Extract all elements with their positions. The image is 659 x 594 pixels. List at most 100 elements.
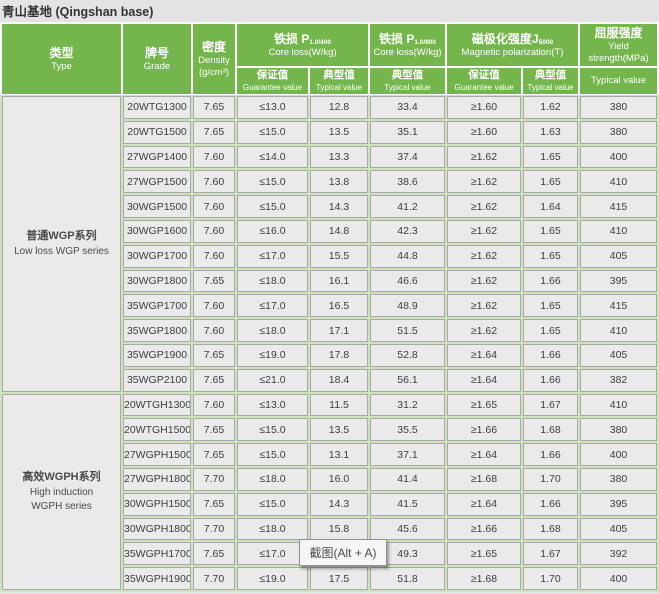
table-row: 30WGPH1800 7.70 ≤18.0 15.8 45.6 ≥1.66 1.68 405 <box>2 517 657 541</box>
typical-800-en: Typical value <box>384 82 431 92</box>
guarantee-j-cell: ≥1.60 <box>447 120 521 144</box>
guarantee-400-zh: 保证值 <box>256 69 289 82</box>
density-cell: 7.65 <box>193 368 235 392</box>
screenshot-tooltip: 截图(Alt + A) <box>299 539 387 566</box>
header-grade-en: Grade <box>143 60 171 72</box>
typical-800-cell: 49.3 <box>370 542 445 566</box>
typical-j-cell: 1.65 <box>523 219 578 243</box>
typical-800-cell: 52.8 <box>370 343 445 367</box>
typical-400-zh: 典型值 <box>323 69 355 82</box>
grade-cell: 20WTG1500 <box>123 120 191 144</box>
grade-cell: 30WGP1800 <box>123 269 191 293</box>
grade-cell: 35WGP1900 <box>123 343 191 367</box>
typical-j-cell: 1.65 <box>523 294 578 318</box>
guarantee-400-cell: ≤16.0 <box>237 219 308 243</box>
guarantee-j-cell: ≥1.62 <box>447 294 521 318</box>
magnetic-polarization-subscript: 5000 <box>538 38 554 46</box>
grade-cell: 27WGPH1800 <box>123 467 191 491</box>
core-loss-800-zh: 铁损 <box>378 31 403 46</box>
typical-400-en: Typical value <box>315 82 363 92</box>
guarantee-400-en: Guarantee value <box>242 82 303 92</box>
yield-mpa-cell: 392 <box>580 542 657 566</box>
yield-mpa-cell: 410 <box>580 319 657 342</box>
guarantee-400-cell: ≤18.0 <box>237 517 308 541</box>
magnetic-polarization-symbol: J <box>531 31 539 46</box>
type-group-cell: 普通WGP系列 Low loss WGP series <box>2 96 121 392</box>
density-cell: 7.60 <box>193 219 235 243</box>
typical-800-cell: 38.6 <box>370 170 445 194</box>
table-row: 普通WGP系列 Low loss WGP series 20WTG1300 7.65 ≤… <box>2 96 657 392</box>
yield-strength-zh: 屈服强度 <box>594 26 643 41</box>
yield-mpa-cell: 400 <box>580 567 657 590</box>
grade-cell: 30WGP1700 <box>123 244 191 268</box>
typical-800-cell: 41.4 <box>370 467 445 491</box>
guarantee-400-cell: ≤15.0 <box>237 195 308 218</box>
type-group-zh: 普通WGP系列 <box>26 230 97 243</box>
typical-400-cell: 12.8 <box>310 96 368 119</box>
typical-400-cell: 13.8 <box>310 170 368 194</box>
guarantee-j-cell: ≥1.65 <box>447 542 521 566</box>
typical-400-cell: 17.5 <box>310 567 368 590</box>
grade-cell: 20WTGH1300 <box>123 393 191 417</box>
density-cell: 7.60 <box>193 170 235 194</box>
table-row: 30WGPH1500 7.65 ≤15.0 14.3 41.5 ≥1.64 1.66 395 <box>2 492 657 516</box>
yield-mpa-cell: 405 <box>580 244 657 268</box>
guarantee-400-cell: ≤15.0 <box>237 120 308 144</box>
yield-mpa-cell: 395 <box>580 492 657 516</box>
density-cell: 7.60 <box>193 319 235 342</box>
typical-800-cell: 37.1 <box>370 443 445 466</box>
type-group-en: High induction <box>29 487 94 499</box>
density-cell: 7.65 <box>193 269 235 293</box>
grade-cell: 35WGPH1900 <box>123 567 191 590</box>
subheader-typical-j: 典型值 Typical value <box>523 68 578 94</box>
density-cell: 7.60 <box>193 195 235 218</box>
guarantee-j-cell: ≥1.62 <box>447 269 521 293</box>
guarantee-j-cell: ≥1.64 <box>447 368 521 392</box>
density-cell: 7.65 <box>193 443 235 466</box>
guarantee-j-cell: ≥1.64 <box>447 492 521 516</box>
table-row: 30WGP1500 7.60 ≤15.0 14.3 41.2 ≥1.62 1.64 415 <box>2 195 657 218</box>
density-cell: 7.65 <box>193 120 235 144</box>
core-loss-800-symbol: P <box>406 31 415 46</box>
yield-mpa-cell: 410 <box>580 170 657 194</box>
yield-mpa-cell: 380 <box>580 418 657 442</box>
header-cell-grade: 牌号 Grade <box>123 24 191 94</box>
type-group-zh: 高效WGPH系列 <box>22 471 101 484</box>
header-cell-yield-strength: 屈服强度 Yield strength(MPa) <box>580 24 657 66</box>
guarantee-400-cell: ≤15.0 <box>237 443 308 466</box>
density-cell: 7.70 <box>193 567 235 590</box>
yield-mpa-cell: 380 <box>580 96 657 119</box>
guarantee-j-cell: ≥1.62 <box>447 244 521 268</box>
typical-800-cell: 45.6 <box>370 517 445 541</box>
density-cell: 7.65 <box>193 492 235 516</box>
density-cell: 7.60 <box>193 244 235 268</box>
guarantee-j-cell: ≥1.65 <box>447 393 521 417</box>
typical-400-cell: 14.3 <box>310 492 368 516</box>
guarantee-400-cell: ≤21.0 <box>237 368 308 392</box>
typical-400-cell: 14.3 <box>310 195 368 218</box>
guarantee-j-cell: ≥1.66 <box>447 418 521 442</box>
guarantee-j-cell: ≥1.66 <box>447 517 521 541</box>
typical-800-cell: 42.3 <box>370 219 445 243</box>
typical-j-cell: 1.62 <box>523 96 578 119</box>
yield-strength-en1: Yield <box>608 41 629 53</box>
typical-400-cell: 17.8 <box>310 343 368 367</box>
guarantee-j-cell: ≥1.68 <box>447 467 521 491</box>
yield-mpa-cell: 400 <box>580 443 657 466</box>
table-row: 35WGP1800 7.60 ≤18.0 17.1 51.5 ≥1.62 1.65 410 <box>2 319 657 342</box>
typical-j-cell: 1.63 <box>523 120 578 144</box>
subheader-yield-typical: Typical value <box>580 68 657 94</box>
header-density-en: Density <box>198 55 230 67</box>
yield-mpa-cell: 415 <box>580 195 657 218</box>
yield-mpa-cell: 382 <box>580 368 657 392</box>
typical-800-cell: 56.1 <box>370 368 445 392</box>
typical-400-cell: 16.0 <box>310 467 368 491</box>
table-row: 35WGP1700 7.60 ≤17.0 16.5 48.9 ≥1.62 1.65 415 <box>2 294 657 318</box>
header-cell-magnetic-polarization: 磁极化强度J5000 Magnetic polarization(T) <box>447 24 578 66</box>
core-loss-400-en: Core loss(W/kg) <box>268 46 337 58</box>
typical-j-cell: 1.66 <box>523 343 578 367</box>
density-cell: 7.60 <box>193 294 235 318</box>
yield-mpa-cell: 405 <box>580 517 657 541</box>
table-row: 30WGP1800 7.65 ≤18.0 16.1 46.6 ≥1.62 1.66 395 <box>2 269 657 293</box>
typical-400-cell: 13.3 <box>310 145 368 169</box>
